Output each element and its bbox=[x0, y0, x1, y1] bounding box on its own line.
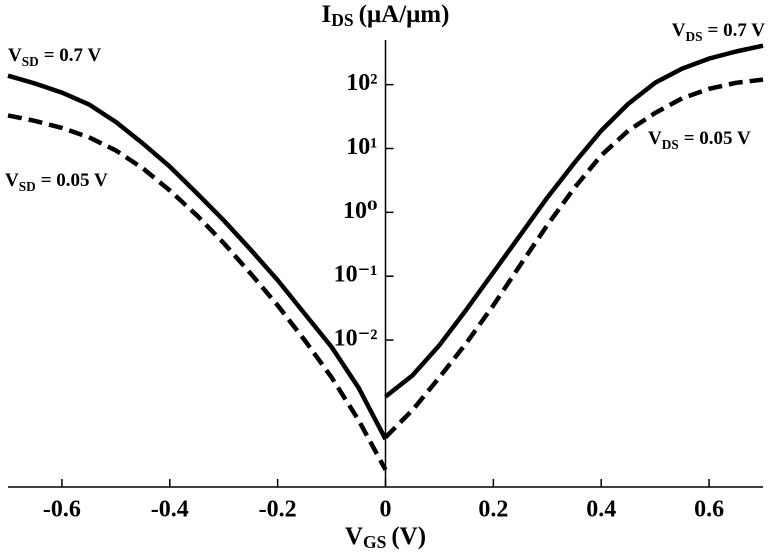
series-line bbox=[384, 43, 764, 399]
y-tick-label: 10² bbox=[346, 70, 377, 96]
x-tick-label: 0 bbox=[380, 497, 392, 523]
series-annotation-sub: DS bbox=[662, 137, 679, 152]
series-annotation-sub: SD bbox=[19, 179, 36, 194]
y-tick-label: 10¹ bbox=[346, 134, 377, 160]
y-axis-label: IDS (μA/μm) bbox=[322, 1, 450, 30]
x-tick-label: 0.2 bbox=[478, 497, 508, 523]
series-line bbox=[7, 73, 388, 441]
x-axis-label-main: V bbox=[345, 523, 363, 550]
series-annotation-rest: = 0.05 V bbox=[41, 170, 108, 191]
series-annotation-rest: = 0.7 V bbox=[44, 45, 102, 66]
y-axis-label-rest: (μA/μm) bbox=[359, 1, 450, 28]
series-annotation-rest: = 0.7 V bbox=[708, 20, 766, 41]
x-axis-label: VGS (V) bbox=[345, 523, 426, 552]
x-tick-label: 0.6 bbox=[694, 497, 724, 523]
series-annotation-main: V bbox=[672, 20, 686, 41]
y-axis-label-sub: DS bbox=[331, 10, 353, 30]
y-axis-label-main: I bbox=[322, 1, 332, 28]
series-annotation-main: V bbox=[8, 45, 22, 66]
series-annotation-main: V bbox=[5, 170, 19, 191]
series-annotation-sub: SD bbox=[22, 54, 39, 69]
series-annotation: VSD = 0.05 V bbox=[5, 170, 108, 194]
series-annotation-rest: = 0.05 V bbox=[684, 128, 751, 149]
x-tick-label: -0.2 bbox=[259, 497, 297, 523]
x-tick-label: -0.6 bbox=[43, 497, 81, 523]
series-annotation: VDS = 0.7 V bbox=[672, 20, 765, 44]
series-line bbox=[7, 113, 388, 471]
series-annotation: VDS = 0.05 V bbox=[648, 128, 751, 152]
series-annotation: VSD = 0.7 V bbox=[8, 45, 101, 69]
x-tick-label: -0.4 bbox=[151, 497, 189, 523]
y-tick-label: 10⁻² bbox=[334, 326, 378, 352]
y-tick-label: 10⁻¹ bbox=[334, 262, 378, 288]
series-line bbox=[383, 77, 764, 439]
x-axis-label-sub: GS bbox=[363, 532, 386, 552]
series-annotation-main: V bbox=[648, 128, 662, 149]
x-axis-label-rest: (V) bbox=[391, 523, 426, 550]
y-tick-label: 10⁰ bbox=[343, 198, 378, 224]
series-annotation-sub: DS bbox=[686, 29, 703, 44]
x-tick-label: 0.4 bbox=[586, 497, 616, 523]
